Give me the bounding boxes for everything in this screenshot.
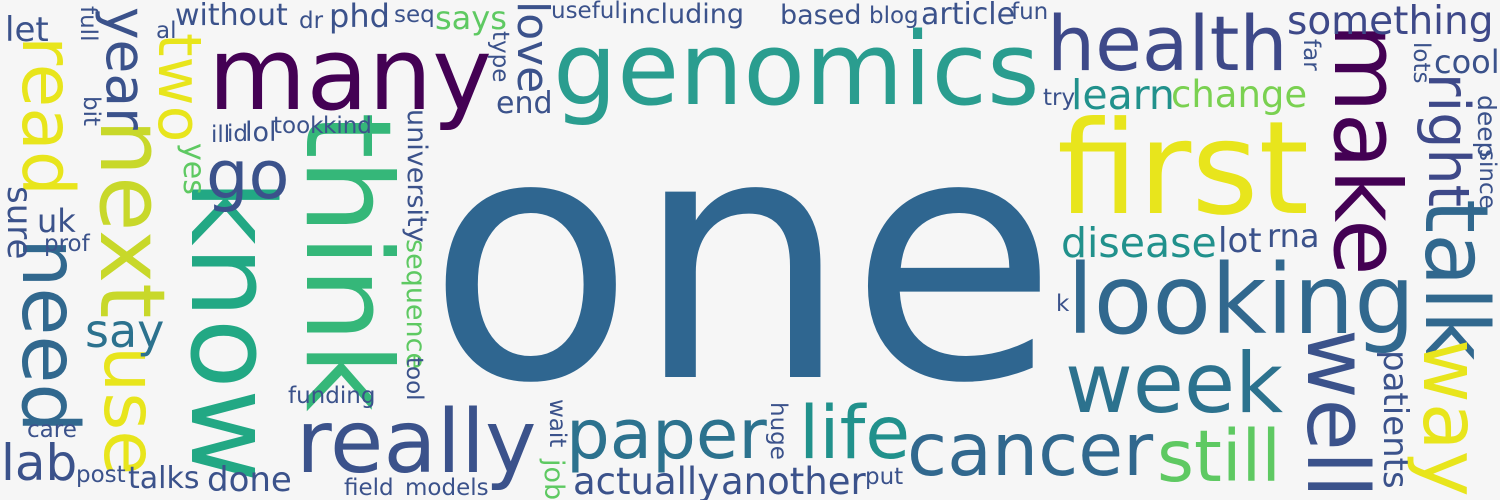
cloud-word: patients xyxy=(1375,350,1415,489)
cloud-word: put xyxy=(865,464,904,490)
cloud-word: sure xyxy=(0,186,39,260)
cloud-word: k xyxy=(1056,291,1070,317)
cloud-word: make xyxy=(1313,23,1420,276)
cloud-word: including xyxy=(621,0,744,30)
cloud-word: type xyxy=(487,31,513,83)
cloud-word: many xyxy=(208,15,493,133)
cloud-word: deep xyxy=(1472,95,1500,158)
cloud-word: yes xyxy=(176,143,211,195)
cloud-word: talks xyxy=(128,461,200,496)
cloud-word: bit xyxy=(78,96,104,127)
cloud-word: job xyxy=(538,459,569,500)
cloud-word: took xyxy=(273,113,324,139)
cloud-word: tool xyxy=(401,357,427,401)
cloud-word: al xyxy=(156,18,177,44)
cloud-word: still xyxy=(1157,415,1282,498)
cloud-word: field xyxy=(344,475,394,500)
cloud-word: end xyxy=(496,86,553,121)
cloud-word: talk xyxy=(1405,199,1500,361)
cloud-word: funding xyxy=(288,383,376,409)
cloud-word: know xyxy=(164,179,298,483)
cloud-word: try xyxy=(1043,85,1076,111)
cloud-word: next xyxy=(79,119,184,319)
cloud-word: think xyxy=(278,112,416,412)
cloud-word: blog xyxy=(869,3,919,29)
cloud-word: looking xyxy=(1067,244,1416,356)
cloud-word: id xyxy=(227,121,248,147)
cloud-word: uk xyxy=(37,202,76,240)
cloud-word: genomics xyxy=(553,10,1040,128)
cloud-word: cool xyxy=(1434,43,1500,81)
cloud-word: lots xyxy=(1408,42,1434,84)
cloud-word: one xyxy=(427,62,1058,457)
cloud-word: wait xyxy=(544,399,570,448)
cloud-word: love xyxy=(507,1,558,94)
cloud-word: models xyxy=(405,475,489,500)
cloud-word: two xyxy=(144,33,214,143)
cloud-word: go xyxy=(206,136,290,214)
cloud-word: huge xyxy=(765,402,791,460)
cloud-word: let xyxy=(5,10,49,50)
cloud-word: kind xyxy=(323,113,372,139)
cloud-word: ill xyxy=(211,122,231,148)
cloud-word: full xyxy=(75,6,101,42)
cloud-word: far xyxy=(1298,39,1324,71)
cloud-word: prof xyxy=(44,231,90,257)
cloud-word: say xyxy=(85,304,165,358)
cloud-word: first xyxy=(1057,94,1310,244)
cloud-word: paper xyxy=(566,395,767,475)
cloud-word: use xyxy=(87,346,172,476)
cloud-word: read xyxy=(6,36,89,196)
cloud-word: right xyxy=(1415,73,1481,207)
cloud-word: way xyxy=(1405,339,1495,497)
cloud-word: useful xyxy=(551,0,621,24)
cloud-word: health xyxy=(1047,0,1288,88)
cloud-word: well xyxy=(1287,329,1386,499)
cloud-word: done xyxy=(207,460,292,500)
cloud-word: year xyxy=(94,7,158,130)
cloud-word: sequence xyxy=(400,239,431,370)
cloud-word: based xyxy=(780,0,862,31)
cloud-word: change xyxy=(1171,73,1308,116)
cloud-word: post xyxy=(76,462,126,488)
cloud-word: actually xyxy=(573,460,720,500)
cloud-word: seq xyxy=(394,2,435,28)
cloud-word: lab xyxy=(1,434,78,492)
cloud-word: disease xyxy=(1061,219,1217,267)
cloud-word: cancer xyxy=(907,408,1154,493)
cloud-word: life xyxy=(799,391,911,476)
cloud-word: lot xyxy=(1218,221,1262,261)
cloud-word: without xyxy=(175,0,288,33)
cloud-word: says xyxy=(435,0,507,37)
cloud-word: dr xyxy=(299,8,324,34)
cloud-word: university xyxy=(401,109,432,243)
cloud-word: article xyxy=(921,0,1016,32)
cloud-word: care xyxy=(27,417,77,443)
cloud-word: need xyxy=(4,238,94,433)
cloud-word: lol xyxy=(245,117,277,148)
cloud-word: rna xyxy=(1267,217,1320,255)
cloud-word: something xyxy=(1287,0,1494,44)
cloud-word: phd xyxy=(329,0,390,35)
cloud-word: really xyxy=(296,391,537,493)
cloud-word: fun xyxy=(1011,0,1049,25)
cloud-word: week xyxy=(1065,335,1284,432)
cloud-word: learn xyxy=(1071,71,1175,119)
cloud-word: another xyxy=(721,460,866,500)
cloud-word: since xyxy=(1474,149,1500,209)
